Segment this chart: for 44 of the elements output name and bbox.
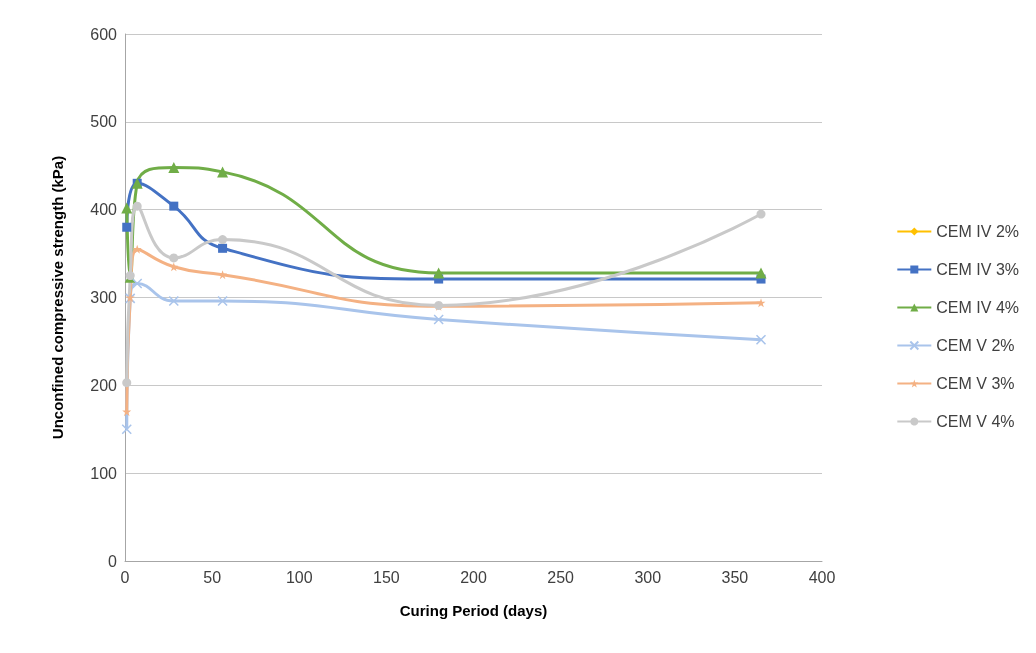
legend-label: CEM IV 4% (936, 299, 1019, 316)
x-tick-label: 300 (634, 568, 662, 586)
point (217, 166, 229, 178)
point (122, 222, 132, 232)
point (217, 295, 228, 307)
point (755, 267, 767, 279)
point (755, 334, 767, 345)
x-tick-label: 350 (721, 568, 749, 586)
point (168, 162, 180, 174)
legend-label: CEM V 4% (936, 413, 1015, 430)
point (218, 243, 228, 253)
point (169, 253, 179, 263)
legend-label: CEM IV 2% (936, 223, 1019, 240)
x-tick-label: 0 (120, 568, 130, 586)
point (756, 209, 766, 219)
x-tick-label: 50 (203, 568, 222, 586)
x-tick-label: 150 (373, 568, 400, 586)
y-tick-label: 600 (90, 25, 118, 43)
y-tick-label: 100 (90, 464, 118, 482)
point (121, 424, 132, 435)
x-tick-label: 400 (808, 568, 836, 586)
point (132, 244, 142, 254)
y-tick-label: 400 (90, 201, 118, 219)
point (122, 378, 132, 388)
point (131, 278, 143, 289)
point (121, 202, 133, 214)
legend-label: CEM V 3% (936, 375, 1015, 392)
x-tick-label: 250 (547, 568, 575, 586)
y-tick-label: 500 (90, 113, 118, 131)
x-tick-label: 100 (285, 568, 313, 586)
y-axis-title: Unconfined compressive strength (kPa) (49, 155, 66, 440)
x-axis-title: Curing Period (days) (399, 602, 548, 619)
legend-label: CEM V 2% (936, 337, 1015, 354)
legend-label: CEM IV 3% (936, 261, 1019, 278)
x-tick-label: 200 (460, 568, 487, 586)
y-tick-label: 300 (90, 289, 118, 306)
point (218, 235, 228, 245)
point (169, 201, 179, 211)
point (433, 314, 444, 325)
point (433, 267, 445, 279)
point (168, 295, 180, 307)
y-tick-label: 0 (108, 552, 118, 570)
y-tick-label: 200 (90, 376, 118, 394)
point (132, 201, 142, 211)
